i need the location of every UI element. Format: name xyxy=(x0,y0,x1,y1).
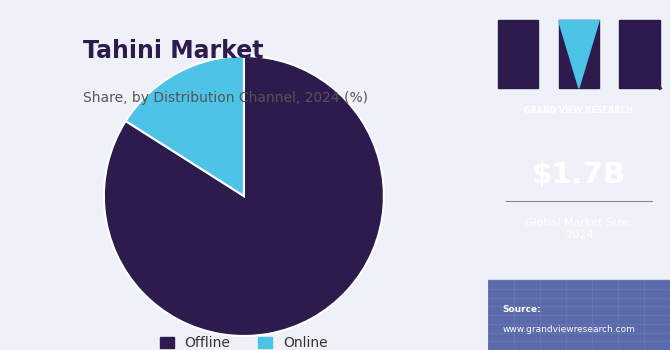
Text: GRAND VIEW RESEARCH: GRAND VIEW RESEARCH xyxy=(525,106,633,115)
Wedge shape xyxy=(104,56,384,336)
Bar xyxy=(498,20,539,88)
Bar xyxy=(559,20,599,88)
Text: $1.7B: $1.7B xyxy=(532,161,626,189)
Bar xyxy=(619,20,660,88)
Text: www.grandviewresearch.com: www.grandviewresearch.com xyxy=(502,324,635,334)
Text: Global Market Size,
2024: Global Market Size, 2024 xyxy=(525,218,632,240)
Legend: Offline, Online: Offline, Online xyxy=(153,329,335,350)
Text: Tahini Market: Tahini Market xyxy=(83,38,263,63)
Text: Share, by Distribution Channel, 2024 (%): Share, by Distribution Channel, 2024 (%) xyxy=(83,91,368,105)
Wedge shape xyxy=(126,56,244,196)
Bar xyxy=(488,280,670,350)
Polygon shape xyxy=(559,20,599,88)
Text: Source:: Source: xyxy=(502,305,541,314)
